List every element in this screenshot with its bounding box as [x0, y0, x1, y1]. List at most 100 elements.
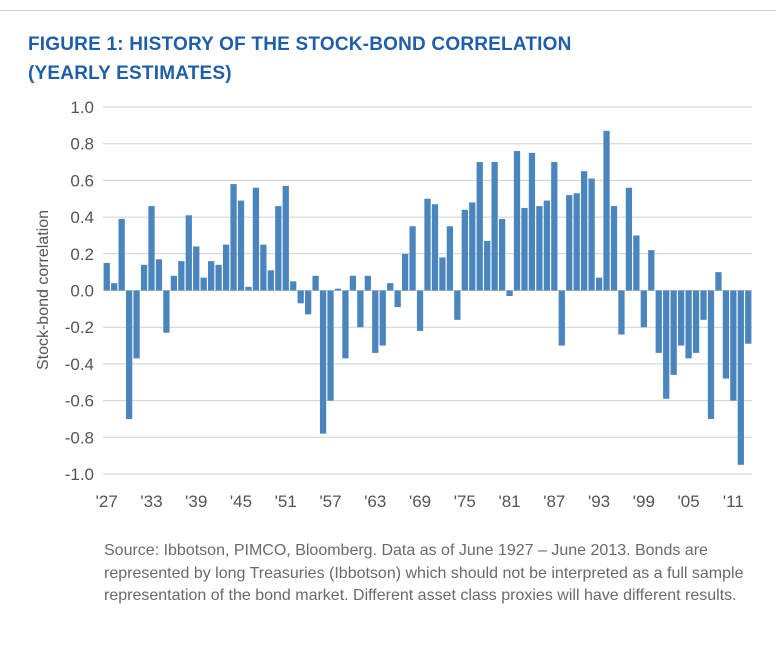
y-tick-label: -0.8	[65, 428, 94, 447]
figure-title-line1: FIGURE 1: HISTORY OF THE STOCK-BOND CORR…	[28, 34, 572, 55]
bar-1930	[125, 290, 133, 419]
y-tick-label: 0.0	[70, 282, 94, 301]
bar-2003	[670, 290, 677, 375]
bar-1927	[103, 262, 110, 291]
bar-2007	[700, 290, 707, 320]
bar-1979	[491, 162, 498, 291]
bar-1969	[416, 290, 424, 331]
y-tick-label: -1.0	[65, 465, 94, 484]
bar-1983	[521, 207, 528, 291]
bar-1964	[379, 290, 386, 346]
y-tick-label: -0.2	[65, 318, 94, 337]
bar-1992	[588, 178, 595, 291]
bar-1982	[513, 151, 521, 291]
y-tick-label: -0.6	[65, 392, 94, 411]
bar-1998	[633, 235, 640, 291]
bar-1994	[603, 130, 610, 291]
y-tick-label: 0.6	[70, 171, 94, 190]
x-tick-label: '63	[364, 492, 386, 511]
bar-2001	[655, 290, 662, 353]
bar-2009	[715, 272, 722, 291]
bar-1943	[222, 244, 230, 291]
x-tick-label: '27	[96, 492, 118, 511]
x-tick-label: '05	[678, 492, 700, 511]
bar-1928	[111, 283, 118, 291]
correlation-bar-chart: 1.0 0.8 0.6 0.4 0.2 0.0 -0.2 -0.4 -0.6 -0.8 -1.0 '…	[35, 98, 752, 511]
bar-1965	[387, 283, 394, 291]
bar-1950	[275, 206, 282, 291]
bar-2006	[692, 290, 700, 353]
bar-1953	[297, 290, 304, 304]
bar-1988	[558, 290, 565, 346]
x-tick-label: '81	[498, 492, 520, 511]
bar-1940	[200, 277, 207, 291]
bar-1972	[439, 257, 446, 291]
bar-1934	[155, 259, 163, 291]
x-tick-label: '51	[275, 492, 297, 511]
x-tick-label: '33	[140, 492, 162, 511]
bar-1997	[625, 187, 633, 291]
bar-1980	[498, 218, 506, 291]
source-note: Source: Ibbotson, PIMCO, Bloomberg. Data…	[104, 542, 744, 604]
bar-2012	[737, 290, 744, 465]
bar-1999	[640, 290, 647, 328]
bar-1948	[260, 244, 267, 291]
bar-1973	[446, 226, 454, 291]
bar-1949	[267, 270, 274, 291]
bar-1974	[454, 290, 461, 320]
bar-1978	[484, 240, 491, 291]
bar-1959	[342, 290, 349, 359]
bar-1941	[208, 261, 215, 291]
bar-2002	[663, 290, 670, 399]
bar-1967	[401, 253, 409, 291]
y-tick-label: -0.4	[65, 355, 94, 374]
bar-2000	[648, 250, 655, 291]
figure-title-line2: (YEARLY ESTIMATES)	[28, 63, 232, 84]
bar-1947	[252, 187, 260, 291]
bar-1952	[290, 281, 297, 291]
bar-1931	[133, 290, 140, 359]
bar-1957	[327, 290, 334, 401]
bar-1971	[431, 204, 439, 291]
bar-2008	[707, 290, 715, 419]
bar-1956	[319, 290, 327, 434]
bar-1937	[178, 261, 185, 291]
bar-1977	[476, 162, 483, 291]
y-axis-label: Stock-bond correlation	[35, 210, 52, 370]
bar-1944	[230, 184, 237, 291]
bar-1968	[409, 226, 416, 291]
bar-1935	[163, 290, 170, 333]
x-tick-label: '87	[543, 492, 565, 511]
x-tick-label: '57	[319, 492, 341, 511]
bar-1962	[364, 275, 371, 291]
x-tick-label: '39	[185, 492, 207, 511]
bar-2005	[685, 290, 692, 359]
bar-1960	[349, 275, 357, 291]
x-axis-ticks: '27 '33 '39 '45 '51 '57 '63 '69 '75 '81 '87 '93 '99 '…	[96, 492, 744, 511]
bar-1986	[543, 200, 550, 291]
bar-2004	[678, 290, 685, 346]
bar-1955	[312, 275, 319, 291]
bar-1970	[424, 198, 431, 291]
y-tick-label: 0.2	[70, 245, 94, 264]
bars	[103, 130, 752, 465]
bar-1981	[506, 290, 513, 296]
bar-1938	[185, 215, 192, 291]
bar-1939	[193, 246, 200, 291]
y-tick-label: 0.4	[70, 208, 94, 227]
bar-1963	[372, 290, 379, 353]
bar-1991	[581, 171, 588, 291]
bar-1932	[140, 264, 148, 291]
bar-1966	[394, 290, 401, 308]
bar-1995	[610, 206, 618, 291]
bar-1987	[551, 162, 558, 291]
bar-2010	[722, 290, 730, 379]
bar-2011	[730, 290, 737, 401]
top-rule	[0, 10, 776, 11]
bar-1976	[469, 202, 476, 291]
bar-1996	[618, 290, 625, 335]
bar-1942	[215, 264, 222, 291]
bar-1961	[357, 290, 364, 328]
x-tick-label: '93	[588, 492, 610, 511]
y-tick-label: 1.0	[70, 98, 94, 117]
